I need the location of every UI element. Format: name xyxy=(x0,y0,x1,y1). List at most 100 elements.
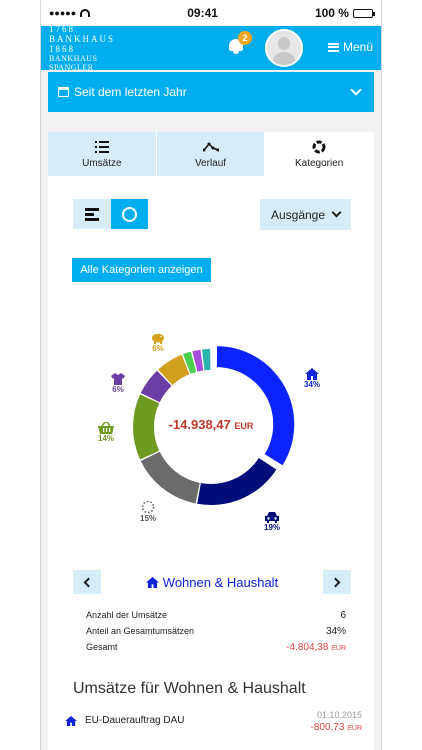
donut-slice-7[interactable] xyxy=(192,349,204,372)
notification-bell-icon[interactable]: 2 xyxy=(227,31,252,55)
center-unit: EUR xyxy=(234,421,254,431)
donut-slice-0[interactable] xyxy=(216,346,295,466)
donut-slice-2[interactable] xyxy=(140,451,200,504)
tab-kategorien[interactable]: Kategorien xyxy=(265,132,375,176)
app-header: 1768 BANKHAUS 1868 BANKHAUS SPANGLER 2 M… xyxy=(41,24,381,72)
donut-slice-5[interactable] xyxy=(158,354,190,386)
wifi-icon xyxy=(80,9,91,17)
slice-label: 15% xyxy=(140,514,157,523)
avatar-head xyxy=(278,37,290,50)
view-toggle xyxy=(73,199,148,229)
transaction-row[interactable]: EU-Dauerauftrag DAU 01.10.2015 -800,73 E… xyxy=(62,710,362,740)
hamburger-icon xyxy=(327,42,339,52)
stat-label: Anzahl der Umsätze xyxy=(86,610,168,620)
tab-label: Verlauf xyxy=(194,158,227,169)
chevron-right-icon xyxy=(330,577,341,587)
category-donut-chart xyxy=(133,346,295,505)
donut-slice-8[interactable] xyxy=(202,349,211,371)
stat-row: Anteil an Gesamtumsätzen 34% xyxy=(86,623,346,639)
dotted-circle-icon xyxy=(141,500,155,514)
slice-label: 19% xyxy=(264,523,281,532)
logo-name: BANKHAUS SPANGLER xyxy=(49,54,98,72)
shirt-icon xyxy=(111,373,125,385)
transaction-name: EU-Dauerauftrag DAU xyxy=(85,715,185,726)
transaction-date: 01.10.2015 xyxy=(316,710,362,720)
donut-view-button[interactable] xyxy=(110,199,148,229)
battery-text: 100 % xyxy=(314,6,349,20)
donut-slice-6[interactable] xyxy=(183,351,197,374)
slice-label: 14% xyxy=(98,434,115,443)
chevron-left-icon xyxy=(83,577,94,587)
stat-row: Anzahl der Umsätze 6 xyxy=(86,607,346,623)
tab-umsaetze[interactable]: Umsätze xyxy=(48,132,157,176)
bell-clapper xyxy=(233,51,239,54)
stat-label: Anteil an Gesamtumsätzen xyxy=(86,626,195,636)
donut-slice-4[interactable] xyxy=(140,370,172,403)
tab-label: Umsätze xyxy=(82,158,122,169)
tab-label: Kategorien xyxy=(294,158,344,169)
slice-label: 34% xyxy=(304,380,321,389)
stat-value: -4.804,38 EUR xyxy=(286,642,346,653)
tab-bar: Umsätze Verlauf Kategorien xyxy=(48,132,375,176)
center-amount: -14.938,47 xyxy=(168,417,231,432)
bar-view-button[interactable] xyxy=(73,199,111,229)
category-stats: Anzahl der Umsätze 6 Anteil an Gesamtums… xyxy=(86,607,346,655)
category-navigator: Wohnen & Haushalt xyxy=(73,570,351,594)
donut-slice-3[interactable] xyxy=(133,394,160,460)
label-sparen: 6% xyxy=(151,332,165,353)
current-category: Wohnen & Haushalt xyxy=(101,570,323,594)
category-title: Wohnen & Haushalt xyxy=(162,574,279,590)
donut-slice-1[interactable] xyxy=(197,458,277,505)
piggy-bank-icon xyxy=(152,333,164,344)
next-category-button[interactable] xyxy=(323,570,351,594)
label-auto: 19% xyxy=(264,512,280,532)
line-chart-icon xyxy=(202,139,219,155)
avatar[interactable] xyxy=(265,29,303,67)
label-wohnen: 34% xyxy=(304,368,320,389)
phone-frame: ●●●●● 09:41 100 % 1768 BANKHAUS 1868 BAN… xyxy=(40,0,382,750)
menu-label: Menü xyxy=(342,40,373,54)
stat-row: Gesamt -4.804,38 EUR xyxy=(86,639,346,655)
basket-icon xyxy=(98,422,114,434)
prev-category-button[interactable] xyxy=(73,570,101,594)
status-right: 100 % xyxy=(314,6,375,20)
status-time: 09:41 xyxy=(187,6,218,20)
tab-verlauf[interactable]: Verlauf xyxy=(156,132,266,176)
period-label: Seit dem letzten Jahr xyxy=(74,85,187,99)
slice-label: 6% xyxy=(152,344,164,353)
label-sonstiges: 15% xyxy=(140,500,156,523)
label-kleidung: 6% xyxy=(111,373,125,394)
slice-label: 6% xyxy=(112,385,124,394)
house-icon xyxy=(305,368,319,380)
categories-card: Umsätze Verlauf Kategorien xyxy=(48,132,375,750)
transaction-amount: -800,73 EUR xyxy=(311,722,362,733)
bank-logo[interactable]: 1768 BANKHAUS 1868 BANKHAUS SPANGLER xyxy=(49,24,139,72)
type-select-value: Ausgänge xyxy=(270,207,326,222)
label-einkauf: 14% xyxy=(98,422,114,443)
chevron-down-icon xyxy=(331,207,342,218)
donut-center-total: -14.938,47 EUR xyxy=(161,417,261,432)
all-categories-button[interactable]: Alle Kategorien anzeigen xyxy=(72,258,211,282)
logo-mark: 1768 BANKHAUS 1868 xyxy=(49,24,116,54)
stat-label: Gesamt xyxy=(86,642,118,652)
house-icon xyxy=(145,576,159,588)
period-dropdown[interactable]: Seit dem letzten Jahr xyxy=(48,72,374,112)
status-left: ●●●●● xyxy=(49,8,91,18)
menu-button[interactable]: Menü xyxy=(327,40,373,54)
donut-icon xyxy=(312,139,326,155)
battery-icon xyxy=(352,8,375,18)
avatar-body xyxy=(272,52,296,65)
ring-icon xyxy=(121,206,137,222)
transaction-type-select[interactable]: Ausgänge xyxy=(260,199,351,230)
calendar-icon xyxy=(58,87,69,97)
house-icon xyxy=(65,716,77,726)
transaction-value: -800,73 xyxy=(310,722,345,733)
stat-amount: -4.804,38 xyxy=(286,641,329,653)
signal-icon: ●●●●● xyxy=(49,8,77,18)
notification-badge: 2 xyxy=(238,31,252,45)
bars-icon xyxy=(84,207,99,221)
transactions-title: Umsätze für Wohnen & Haushalt xyxy=(73,680,306,697)
list-icon xyxy=(94,139,109,155)
stat-value: 34% xyxy=(325,625,346,637)
chevron-down-icon xyxy=(350,84,362,96)
